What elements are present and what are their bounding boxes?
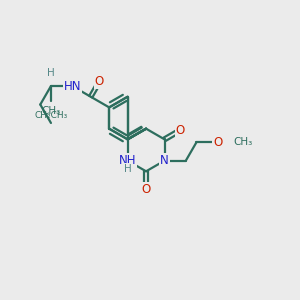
Text: H: H bbox=[124, 164, 131, 174]
Text: H: H bbox=[47, 68, 55, 78]
Text: CH₃: CH₃ bbox=[233, 137, 253, 147]
Text: N: N bbox=[160, 154, 169, 167]
Text: HN: HN bbox=[64, 80, 81, 93]
Text: O: O bbox=[94, 76, 104, 88]
Text: NH: NH bbox=[119, 154, 136, 167]
Text: CH₃: CH₃ bbox=[41, 106, 61, 116]
Text: O: O bbox=[176, 124, 185, 137]
Text: O: O bbox=[141, 183, 151, 196]
Text: CH₂CH₃: CH₂CH₃ bbox=[34, 111, 68, 120]
Text: O: O bbox=[213, 136, 222, 149]
